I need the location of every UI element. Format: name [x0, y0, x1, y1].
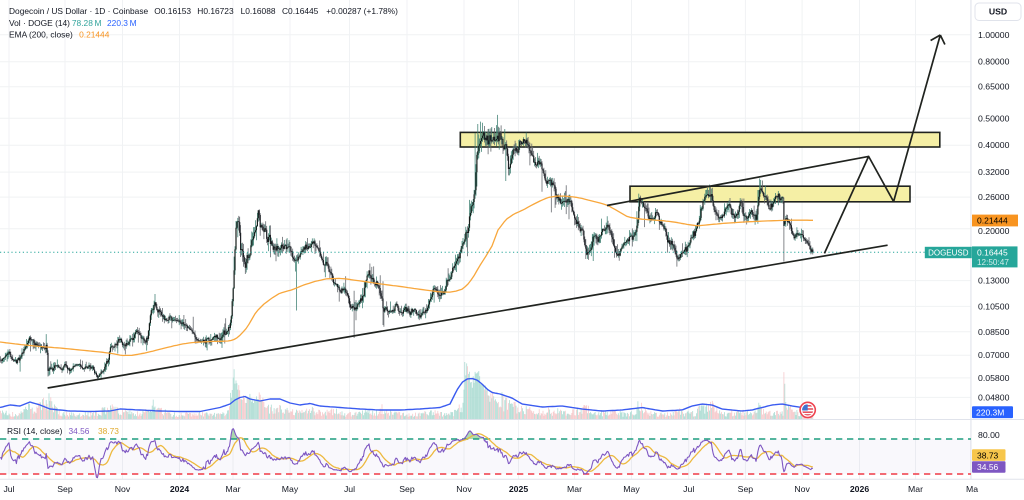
svg-text:0.20000: 0.20000 — [978, 226, 1010, 236]
svg-text:0.13000: 0.13000 — [978, 276, 1010, 286]
svg-text:C0.16445: C0.16445 — [282, 6, 319, 16]
svg-text:RSI (14, close): RSI (14, close) — [7, 426, 63, 436]
svg-text:0.10500: 0.10500 — [978, 301, 1010, 311]
svg-text:0.40000: 0.40000 — [978, 140, 1010, 150]
svg-text:0.04800: 0.04800 — [978, 392, 1010, 402]
svg-text:1.00000: 1.00000 — [978, 30, 1010, 40]
svg-text:May: May — [282, 484, 299, 494]
svg-text:80.00: 80.00 — [978, 430, 1000, 440]
svg-text:Mar: Mar — [567, 484, 582, 494]
svg-text:0.80000: 0.80000 — [978, 57, 1010, 67]
svg-text:220.3 M: 220.3 M — [107, 18, 137, 28]
svg-text:Nov: Nov — [794, 484, 810, 494]
svg-text:38.73: 38.73 — [98, 426, 119, 436]
svg-text:H0.16723: H0.16723 — [197, 6, 234, 16]
svg-text:Sep: Sep — [57, 484, 73, 494]
svg-text:220.3M: 220.3M — [976, 407, 1004, 417]
svg-text:0.32000: 0.32000 — [978, 167, 1010, 177]
svg-text:USD: USD — [989, 7, 1007, 17]
svg-text:Nov: Nov — [456, 484, 472, 494]
svg-text:Dogecoin / US Dollar · 1D · Co: Dogecoin / US Dollar · 1D · Coinbase — [9, 6, 149, 16]
svg-text:0.50000: 0.50000 — [978, 113, 1010, 123]
svg-text:May: May — [623, 484, 640, 494]
svg-text:34.56: 34.56 — [69, 426, 90, 436]
svg-text:Jul: Jul — [344, 484, 355, 494]
svg-text:Ma: Ma — [966, 484, 978, 494]
svg-text:0.07000: 0.07000 — [978, 350, 1010, 360]
svg-text:O0.16153: O0.16153 — [154, 6, 191, 16]
svg-text:34.56: 34.56 — [977, 462, 999, 472]
svg-text:0.16445: 0.16445 — [977, 247, 1008, 257]
svg-text:78.28 M: 78.28 M — [72, 18, 102, 28]
svg-text:0.21444: 0.21444 — [977, 216, 1008, 226]
svg-text:Jul: Jul — [3, 484, 14, 494]
svg-text:L0.16088: L0.16088 — [241, 6, 276, 16]
svg-text:Sep: Sep — [399, 484, 415, 494]
svg-text:0.05800: 0.05800 — [978, 373, 1010, 383]
svg-text:0.08500: 0.08500 — [978, 327, 1010, 337]
svg-text:DOGEUSD: DOGEUSD — [928, 249, 969, 258]
svg-text:12:50:47: 12:50:47 — [977, 258, 1009, 267]
svg-text:Mar: Mar — [226, 484, 241, 494]
svg-text:2024: 2024 — [170, 484, 189, 494]
svg-text:Jul: Jul — [683, 484, 694, 494]
svg-text:0.21444: 0.21444 — [79, 30, 110, 40]
svg-text:Nov: Nov — [115, 484, 131, 494]
svg-text:+0.00287 (+1.78%): +0.00287 (+1.78%) — [326, 6, 398, 16]
svg-text:38.73: 38.73 — [977, 450, 999, 460]
svg-text:Vol · DOGE (14): Vol · DOGE (14) — [9, 18, 70, 28]
svg-text:2025: 2025 — [509, 484, 528, 494]
svg-text:0.65000: 0.65000 — [978, 82, 1010, 92]
svg-text:2026: 2026 — [850, 484, 869, 494]
svg-text:0.26000: 0.26000 — [978, 192, 1010, 202]
svg-text:Mar: Mar — [908, 484, 923, 494]
svg-text:EMA (200, close): EMA (200, close) — [9, 30, 73, 40]
svg-text:Sep: Sep — [738, 484, 754, 494]
